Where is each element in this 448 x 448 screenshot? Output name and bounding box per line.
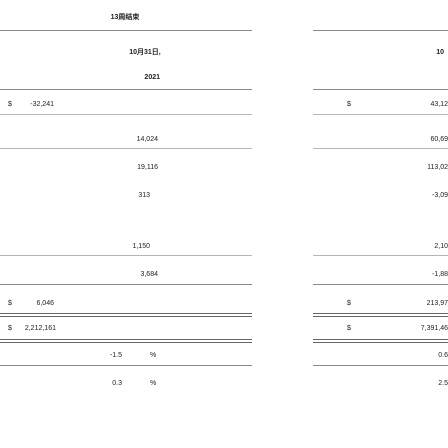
row-rule <box>0 148 252 149</box>
value-cell: 313 <box>138 192 150 199</box>
row-rule <box>313 148 448 149</box>
value-cell: 7,391,46 <box>420 325 448 332</box>
value-cell: 60,69 <box>430 136 448 143</box>
value-cell: 6,046 <box>36 300 54 307</box>
total-double-rule <box>0 339 252 343</box>
currency-symbol: $ <box>8 325 12 332</box>
date-header-right: 10 <box>436 49 444 56</box>
row-rule <box>0 255 252 256</box>
value-cell: 2.5 <box>438 380 448 387</box>
row-rule <box>0 114 252 115</box>
value-cell: 3,684 <box>140 271 158 278</box>
year-header: 2021 <box>144 74 160 81</box>
currency-symbol: $ <box>8 101 12 108</box>
value-cell: 0.3 <box>112 380 122 387</box>
subtotal-rule <box>313 284 448 285</box>
currency-symbol: $ <box>347 101 351 108</box>
currency-symbol: $ <box>347 300 351 307</box>
currency-symbol: $ <box>8 300 12 307</box>
total-double-rule <box>0 313 252 317</box>
ratio-rule <box>0 365 252 366</box>
row-rule <box>313 114 448 115</box>
subtotal-rule <box>0 284 252 285</box>
header-rule-right <box>313 30 448 31</box>
value-cell: -1.5 <box>109 352 122 359</box>
header-rule-left <box>0 30 252 31</box>
value-cell: -3,09 <box>432 192 448 199</box>
value-cell: -32,241 <box>30 101 54 108</box>
ratio-rule <box>313 365 448 366</box>
year-rule-right <box>313 89 448 90</box>
row-rule <box>313 255 448 256</box>
value-cell: 14,024 <box>136 136 158 143</box>
total-double-rule <box>313 313 448 317</box>
value-cell: 19,116 <box>137 164 158 171</box>
value-cell: 213,97 <box>426 300 448 307</box>
value-cell: 1,150 <box>132 243 150 250</box>
date-header-left: 10月31日, <box>129 49 161 56</box>
value-cell: 2,212,161 <box>24 325 56 332</box>
period-header: 13周结束 <box>110 14 140 21</box>
value-cell: -1,88 <box>432 271 448 278</box>
value-cell: 113,02 <box>427 164 448 171</box>
percent-unit: % <box>150 380 157 387</box>
year-rule-left <box>0 89 252 90</box>
value-cell: 2,10 <box>434 243 448 250</box>
value-cell: 0.6 <box>438 352 448 359</box>
currency-symbol: $ <box>347 325 351 332</box>
percent-unit: % <box>150 352 157 359</box>
total-double-rule <box>313 339 448 343</box>
value-cell: 43,12 <box>430 101 448 108</box>
